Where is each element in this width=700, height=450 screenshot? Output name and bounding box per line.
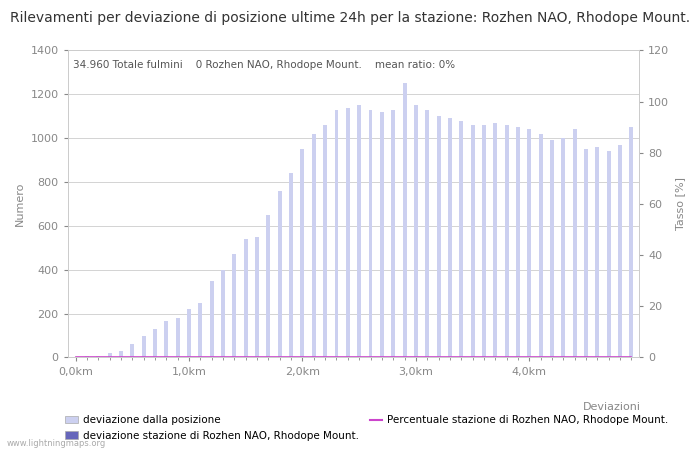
Bar bbox=[267, 215, 270, 357]
Text: www.lightningmaps.org: www.lightningmaps.org bbox=[7, 439, 106, 448]
Bar bbox=[232, 254, 237, 357]
Bar bbox=[210, 281, 214, 357]
Bar bbox=[153, 329, 157, 357]
Bar bbox=[176, 318, 180, 357]
Bar bbox=[346, 108, 350, 357]
Bar bbox=[368, 110, 372, 357]
Text: Deviazioni: Deviazioni bbox=[582, 402, 640, 412]
Bar bbox=[335, 110, 339, 357]
Bar bbox=[244, 239, 248, 357]
Bar bbox=[573, 130, 577, 357]
Bar bbox=[561, 138, 566, 357]
Bar bbox=[391, 110, 395, 357]
Bar bbox=[187, 309, 191, 357]
Bar bbox=[85, 356, 89, 357]
Bar bbox=[255, 237, 259, 357]
Y-axis label: Tasso [%]: Tasso [%] bbox=[675, 177, 685, 230]
Bar bbox=[312, 134, 316, 357]
Bar bbox=[538, 134, 543, 357]
Bar bbox=[618, 145, 622, 357]
Text: Rilevamenti per deviazione di posizione ultime 24h per la stazione: Rozhen NAO, : Rilevamenti per deviazione di posizione … bbox=[10, 11, 690, 25]
Bar bbox=[164, 321, 169, 357]
Bar bbox=[402, 83, 407, 357]
Bar bbox=[97, 356, 100, 357]
Bar bbox=[380, 112, 384, 357]
Bar bbox=[323, 125, 327, 357]
Bar bbox=[505, 125, 509, 357]
Bar bbox=[130, 344, 134, 357]
Legend: deviazione dalla posizione, deviazione stazione di Rozhen NAO, Rhodope Mount., P: deviazione dalla posizione, deviazione s… bbox=[61, 411, 673, 445]
Bar bbox=[595, 147, 599, 357]
Bar bbox=[448, 118, 452, 357]
Bar bbox=[425, 110, 429, 357]
Y-axis label: Numero: Numero bbox=[15, 182, 25, 226]
Bar bbox=[527, 130, 531, 357]
Bar bbox=[629, 127, 634, 357]
Bar bbox=[108, 353, 112, 357]
Bar bbox=[584, 149, 588, 357]
Text: 34.960 Totale fulmini    0 Rozhen NAO, Rhodope Mount.    mean ratio: 0%: 34.960 Totale fulmini 0 Rozhen NAO, Rhod… bbox=[74, 60, 456, 70]
Bar bbox=[289, 173, 293, 357]
Bar bbox=[550, 140, 554, 357]
Bar bbox=[414, 105, 418, 357]
Bar bbox=[607, 151, 610, 357]
Bar bbox=[516, 127, 520, 357]
Bar bbox=[482, 125, 486, 357]
Bar bbox=[470, 125, 475, 357]
Bar bbox=[198, 303, 202, 357]
Bar bbox=[300, 149, 304, 357]
Bar bbox=[437, 116, 440, 357]
Bar bbox=[357, 105, 361, 357]
Bar bbox=[141, 336, 146, 357]
Bar bbox=[119, 351, 123, 357]
Bar bbox=[459, 121, 463, 357]
Bar bbox=[494, 123, 497, 357]
Bar bbox=[278, 191, 282, 357]
Bar bbox=[221, 270, 225, 357]
